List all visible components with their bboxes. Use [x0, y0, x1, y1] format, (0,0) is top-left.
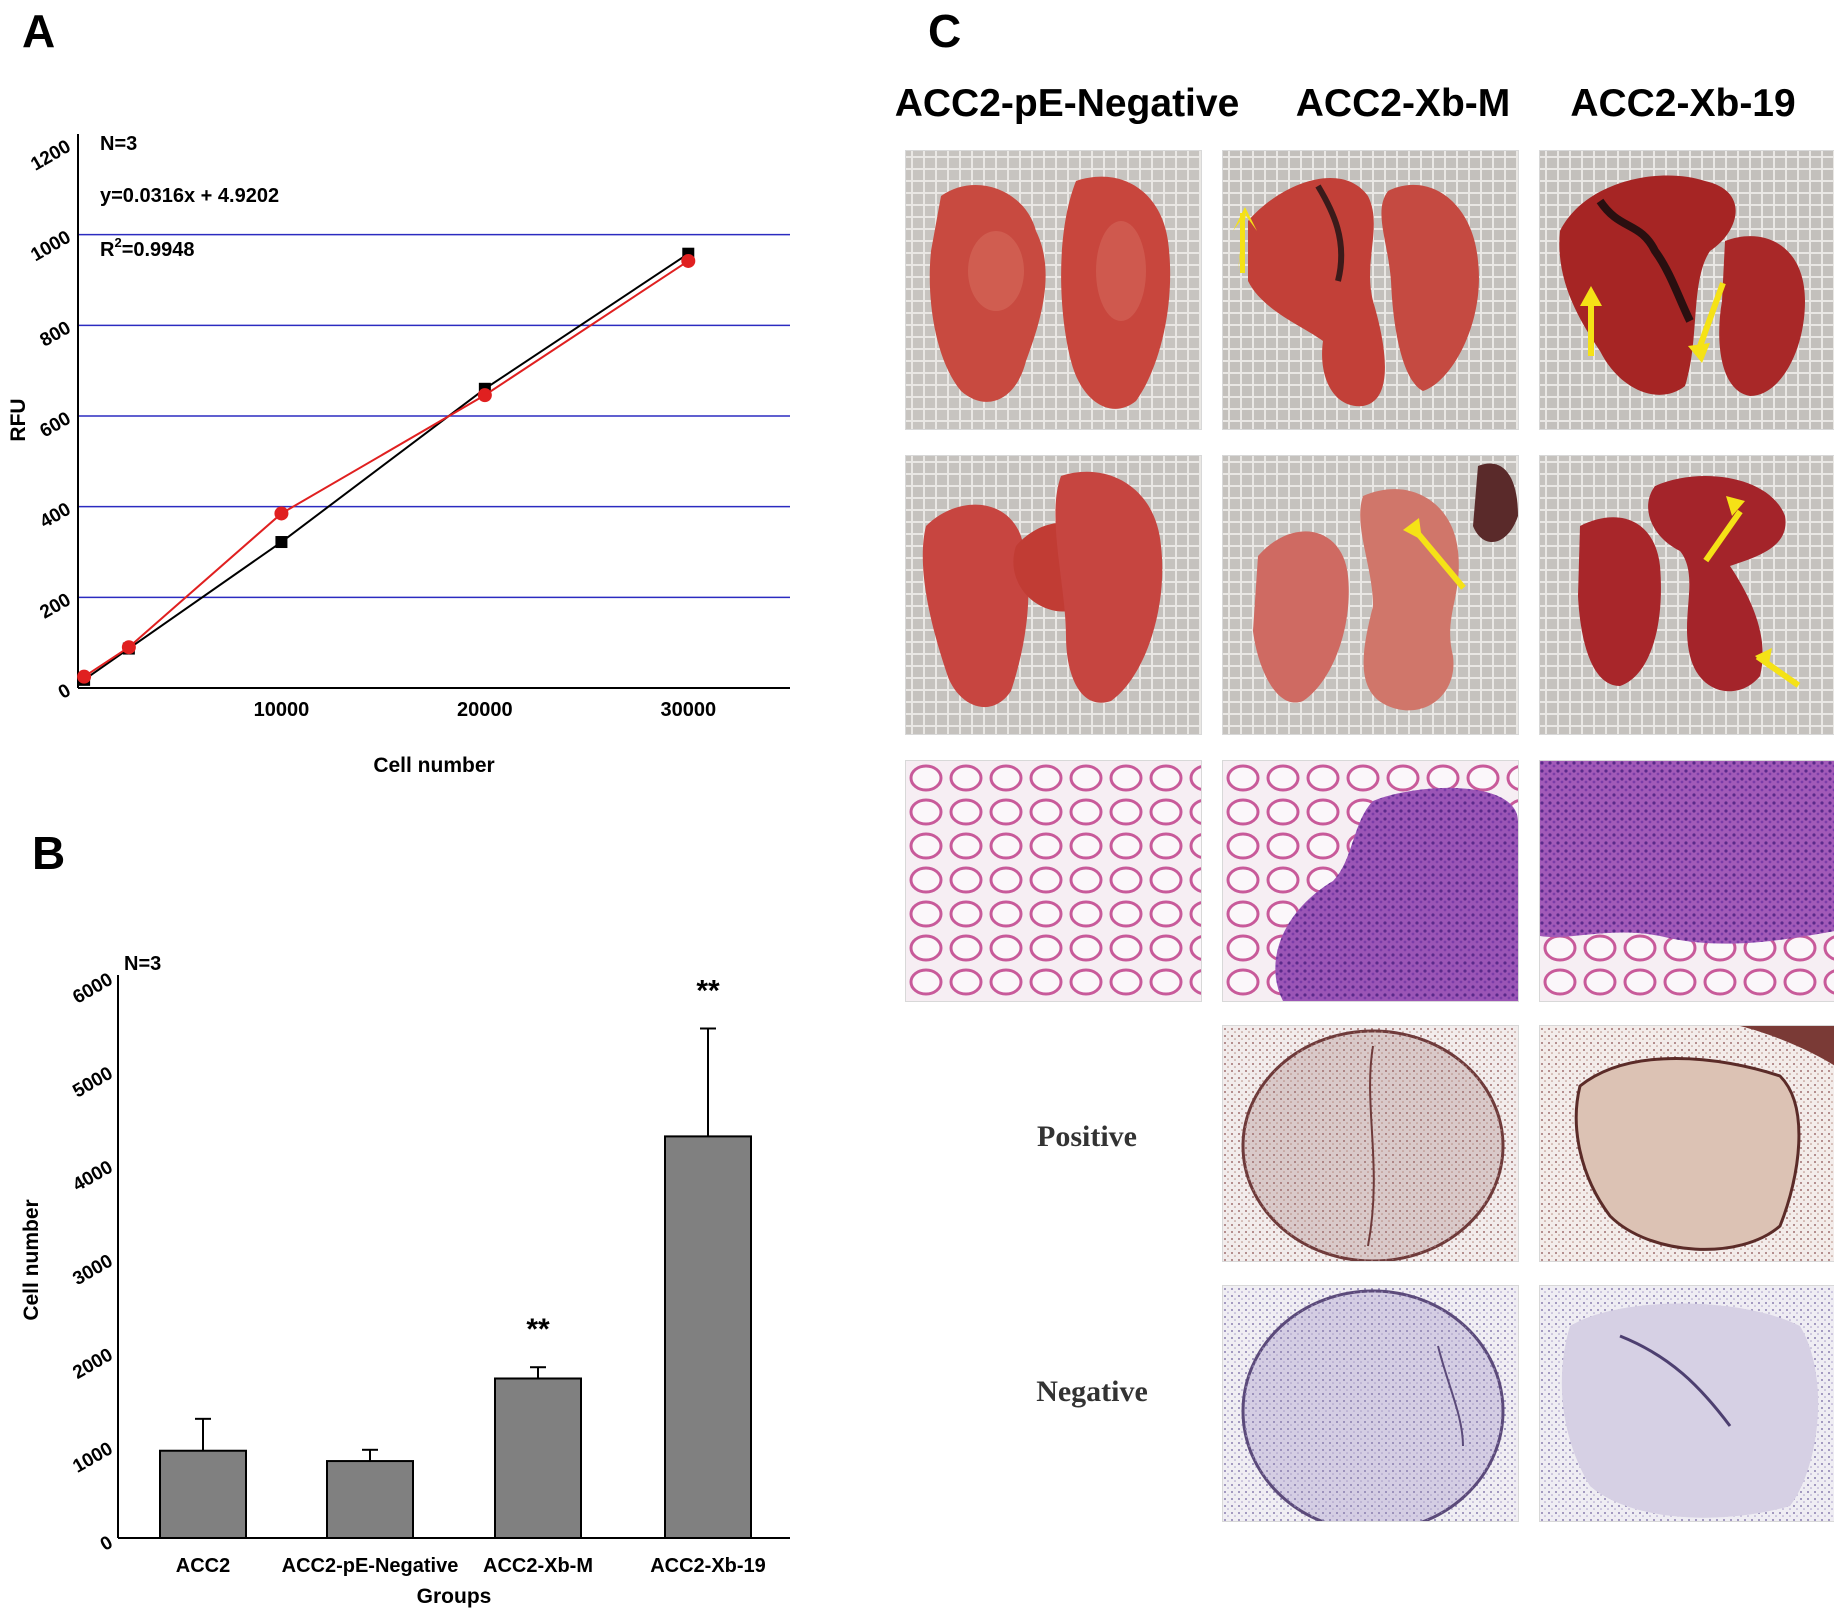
- bar: [494, 1377, 582, 1539]
- y-tick-label: 1200: [27, 136, 74, 175]
- data-point-circle: [274, 506, 289, 521]
- column-header-xb-m: ACC2-Xb-M: [1295, 82, 1511, 125]
- x-axis-title: Groups: [417, 1585, 492, 1608]
- x-tick-label: ACC2-pE-Negative: [282, 1555, 459, 1577]
- y-tick-label: 600: [37, 408, 75, 442]
- x-tick-label: 20000: [457, 699, 513, 721]
- ihc-positive-xb-19: [1539, 1025, 1834, 1262]
- ihc-negative-xb-19: [1539, 1285, 1834, 1522]
- he-section-negative: [905, 760, 1202, 1002]
- data-point-circle: [77, 669, 92, 684]
- series-line: [83, 252, 689, 681]
- x-axis-title: Cell number: [373, 754, 494, 777]
- x-tick-label: 10000: [254, 699, 310, 721]
- lung-photo-xb-19-1: [1539, 150, 1834, 430]
- y-tick-label: 2000: [69, 1344, 116, 1383]
- y-tick-label: 1000: [27, 227, 74, 266]
- data-point-square: [275, 536, 288, 549]
- x-tick-label: ACC2-Xb-M: [483, 1555, 593, 1577]
- ihc-positive-xb-m: [1222, 1025, 1519, 1262]
- y-tick-label: 800: [37, 317, 75, 351]
- significance-marker: **: [696, 974, 720, 1007]
- sample-size-annotation: N=3: [100, 133, 137, 155]
- data-point-circle: [121, 640, 136, 655]
- he-section-xb-m: [1222, 760, 1519, 1002]
- row-label-positive: Positive: [1037, 1120, 1137, 1153]
- lung-photo-xb-19-2: [1539, 455, 1834, 735]
- y-tick-label: 1000: [69, 1438, 116, 1477]
- panel-label-c: C: [928, 5, 962, 57]
- column-header-xb-19: ACC2-Xb-19: [1570, 82, 1796, 125]
- y-axis-title: RFU: [7, 398, 30, 441]
- y-tick-label: 0: [97, 1532, 117, 1555]
- x-tick-label: ACC2-Xb-19: [650, 1555, 766, 1577]
- x-tick-label: 30000: [660, 699, 716, 721]
- series-line: [83, 260, 689, 678]
- bar: [326, 1460, 414, 1539]
- y-tick-label: 6000: [69, 969, 116, 1008]
- r-squared-annotation: R2=0.9948: [100, 235, 195, 261]
- data-point-circle: [681, 253, 696, 268]
- column-header-negative: ACC2-pE-Negative: [894, 82, 1240, 125]
- y-axis-title: Cell number: [20, 1199, 43, 1320]
- y-tick-label: 400: [37, 499, 75, 533]
- y-tick-label: 4000: [69, 1157, 116, 1196]
- lung-photo-negative-2: [905, 455, 1202, 735]
- panel-label-a: A: [22, 5, 56, 57]
- line-chart-panel: 0 200 400 600 800 1000 1200 10000 20000 30000 Cell…: [0, 0, 820, 800]
- panel-label-b: B: [32, 827, 66, 879]
- x-tick-label: ACC2: [176, 1555, 230, 1577]
- sample-size-annotation: N=3: [124, 953, 161, 975]
- r-squared-symbol: R: [100, 239, 115, 261]
- y-tick-label: 3000: [69, 1251, 116, 1290]
- r-squared-value: =0.9948: [122, 239, 195, 261]
- y-tick-label: 5000: [69, 1063, 116, 1102]
- significance-marker: **: [526, 1313, 550, 1346]
- y-tick-label: 200: [37, 589, 75, 623]
- cell-number-bar-chart: 0 1000 2000 3000 4000 5000 6000 ACC2 ACC2-pE-Neg…: [20, 953, 790, 1608]
- bar: [159, 1449, 247, 1539]
- data-point-circle: [477, 388, 492, 403]
- lung-photo-xb-m-1: [1222, 150, 1519, 430]
- regression-equation: y=0.0316x + 4.9202: [100, 185, 279, 207]
- lung-photo-negative-1: [905, 150, 1202, 430]
- bar-chart-panel: 0 1000 2000 3000 4000 5000 6000 ACC2 ACC2-pE-Neg…: [0, 820, 820, 1614]
- he-section-xb-19: [1539, 760, 1834, 1002]
- bar: [664, 1135, 752, 1539]
- rfu-line-chart: 0 200 400 600 800 1000 1200 10000 20000 30000 Cell…: [7, 133, 790, 777]
- image-grid-panel: ACC2-pE-Negative ACC2-Xb-M ACC2-Xb-19: [870, 0, 1834, 1614]
- row-label-negative: Negative: [1036, 1375, 1148, 1408]
- lung-photo-xb-m-2: [1222, 455, 1519, 735]
- ihc-negative-xb-m: [1222, 1285, 1519, 1522]
- r-squared-exponent: 2: [114, 235, 121, 250]
- y-tick-label: 0: [55, 680, 75, 703]
